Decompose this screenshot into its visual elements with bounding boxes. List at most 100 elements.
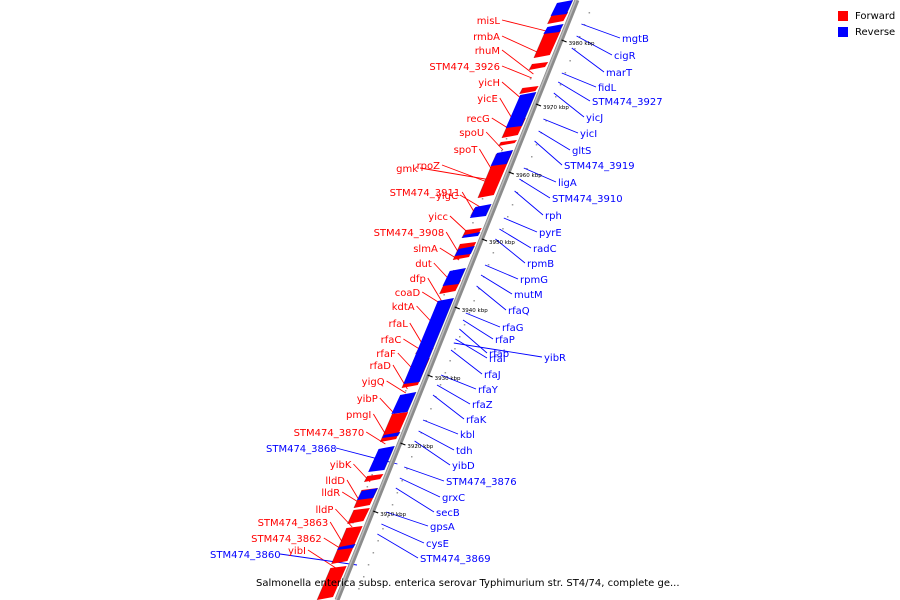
reverse-gene-label: grxC [442, 493, 465, 504]
tick-dot [415, 444, 418, 446]
scale-tick-label: 3980 kbp [569, 41, 595, 47]
forward-gene-label: lldD [325, 476, 345, 487]
reverse-gene-arrow [381, 432, 401, 438]
reverse-leader-line [440, 374, 477, 390]
reverse-gene-label: rfaI [489, 354, 506, 365]
reverse-gene-label: STM474_3919 [564, 161, 635, 172]
reverse-gene-label: rfaZ [472, 400, 493, 411]
reverse-gene-label: tdh [456, 446, 473, 457]
forward-gene-label: yibK [330, 460, 352, 471]
tick-dot [425, 420, 427, 422]
forward-gene-label: lldR [321, 488, 340, 499]
gene-arrows [316, 0, 574, 600]
forward-gene-label: dfp [410, 274, 426, 285]
reverse-leader-line [462, 319, 494, 340]
tick-dot [401, 480, 403, 482]
tick-dot [459, 336, 461, 338]
tick-dot [468, 312, 471, 314]
reverse-leader-line [279, 553, 358, 566]
forward-gene-label: yibP [357, 394, 378, 405]
tick-dot [492, 252, 495, 254]
reverse-gene-label: mutM [514, 290, 543, 301]
tick-dot [478, 288, 480, 290]
forward-leader-line [501, 65, 532, 79]
tick-dot [406, 468, 408, 470]
forward-leader-line [501, 19, 551, 33]
forward-gene-label: gmk [396, 164, 418, 175]
reverse-gene-label: gltS [572, 146, 591, 157]
forward-gene-label: kdtA [392, 302, 415, 313]
reverse-leader-line [543, 118, 579, 134]
forward-gene-arrow [519, 86, 539, 94]
gene-edge [566, 0, 574, 15]
reverse-gene-arrow [490, 150, 513, 166]
scale-tick-label: 3930 kbp [435, 376, 461, 382]
reverse-gene-label: cigR [614, 51, 636, 62]
reverse-leader-line [386, 511, 429, 527]
gene-edge [528, 63, 533, 71]
legend-forward-label: Forward [855, 10, 896, 22]
scale-tick-mark [427, 374, 433, 378]
tick-dot [526, 168, 528, 170]
genome-backbone [334, 0, 580, 600]
reverse-leader-line [459, 328, 488, 354]
tick-dot [550, 108, 552, 110]
gene-edge [452, 243, 461, 261]
reverse-gene-arrow [461, 232, 481, 238]
gene-edge [477, 231, 481, 237]
reverse-leader-line [422, 419, 459, 435]
forward-gene-label: yicc [428, 212, 448, 223]
scale-tick-mark [535, 103, 542, 107]
forward-gene-label: yigC [436, 191, 458, 202]
tick-dot [588, 12, 591, 14]
scale-ticks: 3980 kbp 3970 kbp 3960 kbp 3950 kbp 3940 kbp… [372, 39, 595, 518]
reverse-gene-label: marT [606, 68, 633, 79]
gene-edge [458, 267, 467, 285]
forward-gene-label: slmA [413, 244, 438, 255]
forward-gene-label: spoU [459, 128, 484, 139]
reverse-gene-arrow [357, 488, 378, 500]
gene-edge [352, 543, 356, 549]
tick-dot [559, 84, 562, 86]
gene-edge [461, 229, 467, 239]
tick-dot [444, 372, 447, 374]
tick-dot [472, 222, 474, 224]
forward-leader-line [335, 508, 353, 528]
gene-edge [419, 297, 455, 383]
tick-dot [371, 474, 373, 476]
gene-edge [559, 23, 564, 33]
tick-dot [481, 198, 484, 200]
forward-leader-line [501, 49, 534, 75]
gene-edge [331, 527, 347, 565]
tick-dot [531, 156, 533, 158]
tick-dot [569, 60, 571, 62]
forward-gene-label: misL [477, 16, 501, 27]
reverse-gene-label: STM474_3860 [210, 550, 281, 561]
reverse-gene-label: yicJ [586, 113, 603, 124]
reverse-gene-arrow [505, 92, 537, 128]
reverse-gene-arrow [469, 204, 492, 218]
forward-gene-label: rpoZ [417, 161, 441, 172]
reverse-gene-label: STM474_3869 [420, 554, 491, 565]
reverse-leader-line [553, 92, 585, 118]
reverse-gene-label: gpsA [430, 522, 455, 533]
reverse-gene-label: rfaJ [484, 370, 501, 381]
reverse-leader-line [381, 523, 425, 544]
tick-dot [411, 456, 413, 458]
reverse-gene-arrow [391, 392, 417, 414]
legend-item-reverse: Reverse [838, 24, 895, 40]
tick-dot [443, 294, 445, 296]
tick-dot [396, 492, 399, 494]
forward-gene-arrow [331, 526, 363, 564]
gene-edge [379, 413, 393, 443]
tick-dot [487, 264, 490, 266]
forward-leader-line [459, 194, 481, 208]
reverse-leader-line [436, 384, 471, 405]
forward-gene-label: recG [467, 114, 490, 125]
tick-dot [473, 300, 475, 302]
tick-dot [377, 540, 379, 542]
gene-labels: misL rmbA rhuM STM474_3926 yicH yicE recG spoU s… [210, 16, 663, 565]
reverse-gene-label: cysE [426, 539, 449, 550]
reverse-gene-arrow [337, 544, 356, 550]
gene-edge [347, 509, 355, 525]
